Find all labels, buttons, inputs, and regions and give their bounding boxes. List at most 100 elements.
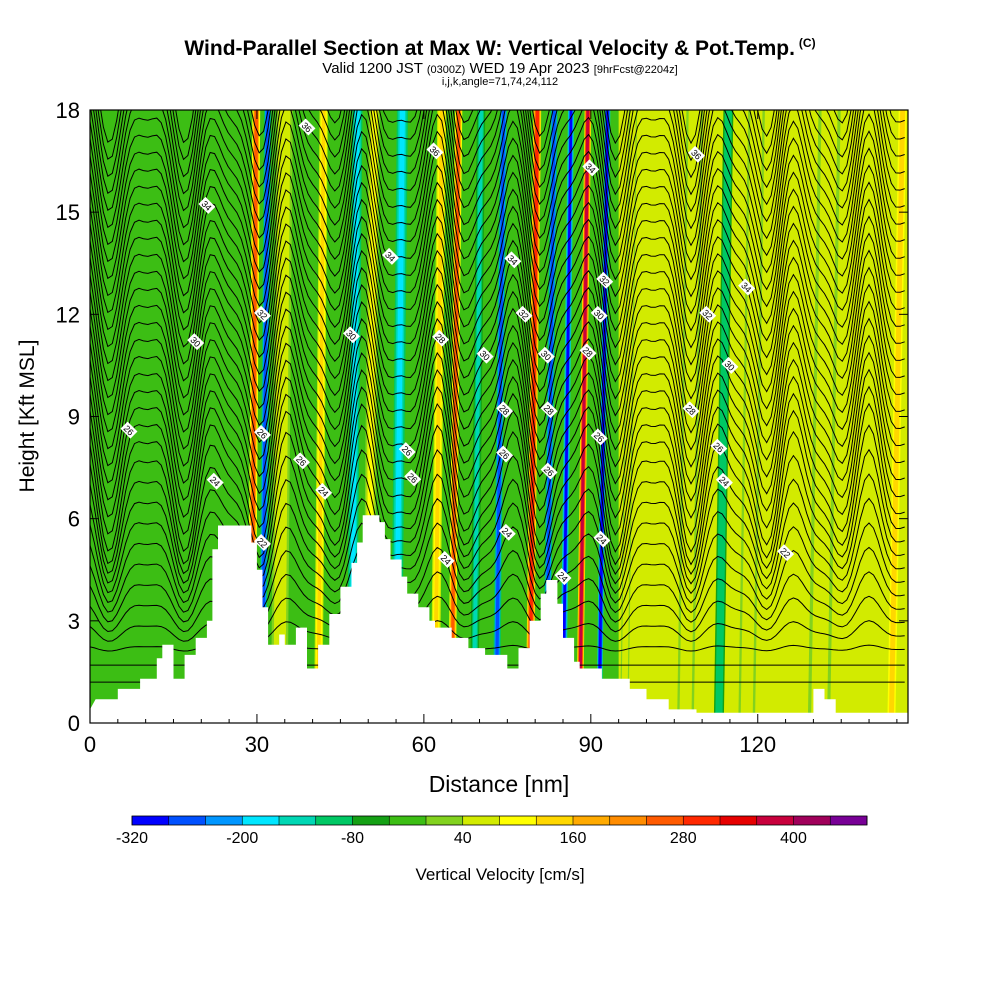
y-tick-label: 15	[56, 200, 80, 225]
contour-label-box	[298, 118, 316, 136]
colorbar-tick-label: 40	[454, 830, 472, 847]
vv-band-8-2	[450, 110, 461, 723]
colorbar-segment-19	[830, 816, 868, 825]
theta-contour-34	[95, 110, 905, 179]
theta-contour-15	[90, 351, 905, 502]
subtitle-valid: Valid 1200 JST	[322, 60, 423, 77]
contour-label-box	[710, 438, 728, 456]
y-tick-label: 18	[56, 98, 80, 123]
colorbar-segment-12	[573, 816, 611, 825]
x-tick-label: 0	[84, 732, 96, 757]
vv-band-20-2	[815, 110, 833, 723]
colorbar-label: Vertical Velocity [cm/s]	[415, 865, 584, 884]
x-tick-label: 60	[412, 732, 436, 757]
colorbar-segment-15	[683, 816, 721, 825]
theta-contour-17	[90, 317, 905, 468]
colorbar: -320 -200 -80 40 160 280 400	[116, 815, 868, 847]
axes: 0 30 60 90 120 0 3 6 9 12 15 18	[56, 98, 908, 757]
theta-contour-13	[90, 385, 905, 536]
contour-label-box	[554, 568, 572, 586]
y-tick-label: 12	[56, 302, 80, 327]
contour-label-box	[582, 159, 600, 177]
colorbar-tick-label: -80	[341, 830, 364, 847]
colorbar-segment-5	[315, 816, 353, 825]
contour-label-box	[579, 343, 597, 361]
theta-contour-29	[90, 113, 905, 264]
vv-band-2-2	[275, 110, 288, 723]
contour-label-box	[537, 346, 555, 364]
theta-contour-23	[90, 215, 905, 366]
y-tick-label: 9	[68, 405, 80, 430]
theta-contour-24	[90, 198, 905, 349]
contour-label-box	[206, 472, 224, 490]
chart-title-tag: (C)	[798, 36, 816, 50]
x-tick-label: 90	[579, 732, 603, 757]
contour-label-box	[432, 329, 450, 347]
contour-label-box	[688, 145, 705, 163]
vv-band-7-2	[433, 110, 444, 723]
contour-label-box	[437, 551, 455, 568]
contour-label-box	[699, 305, 717, 323]
colorbar-segment-14	[646, 816, 684, 825]
colorbar-tick-label: -320	[116, 830, 148, 847]
contour-label-box	[187, 333, 205, 351]
vv-band-10-2	[494, 110, 506, 723]
y-tick-label: 0	[68, 711, 80, 736]
theta-contour-20	[90, 266, 905, 417]
y-tick-label: 6	[68, 507, 80, 532]
colorbar-segment-1	[168, 816, 206, 825]
colorbar-segment-10	[499, 816, 537, 825]
contour-label-box	[515, 305, 533, 323]
theta-contour-30	[90, 110, 905, 247]
contour-label-box	[498, 523, 516, 541]
y-tick-label: 3	[68, 609, 80, 634]
colorbar-tick-label: 280	[670, 830, 697, 847]
theta-contour-35	[97, 110, 905, 162]
theta-contour-12	[90, 402, 905, 553]
colorbar-segment-3	[242, 816, 280, 825]
x-tick-label: 120	[739, 732, 776, 757]
colorbar-tick-label: 400	[780, 830, 807, 847]
colorbar-segment-11	[536, 816, 574, 825]
contour-label-box	[721, 356, 739, 374]
contour-label-box	[315, 482, 333, 500]
contour-label-box	[590, 305, 608, 323]
vv-band-15-2	[597, 110, 609, 723]
colorbar-segment-16	[720, 816, 758, 825]
chart-title-text: Wind-Parallel Section at Max W: Vertical…	[184, 37, 795, 60]
x-tick-label: 30	[245, 732, 269, 757]
contour-label-box	[404, 469, 422, 487]
theta-contour-28	[90, 130, 905, 281]
contour-label-box	[593, 530, 611, 548]
contour-label-box	[254, 305, 271, 323]
contour-label-box	[738, 278, 756, 296]
vv-band-1-2	[260, 110, 270, 723]
theta-contour-14	[90, 368, 905, 519]
contour-label-box	[476, 346, 494, 364]
contour-label-box	[293, 452, 310, 470]
contour-label-box	[426, 142, 444, 160]
theta-contour-32	[90, 110, 905, 213]
contour-label-box	[254, 425, 271, 442]
y-axis-label: Height [Kft MSL]	[16, 340, 39, 493]
vv-band-3-2	[316, 110, 326, 723]
contour-label-box	[382, 247, 399, 265]
colorbar-tick-label: -200	[226, 830, 258, 847]
theta-contour-31	[90, 110, 905, 230]
colorbar-segment-9	[462, 816, 500, 825]
colorbar-segment-13	[609, 816, 647, 825]
contour-label-box	[504, 251, 522, 269]
x-axis-label: Distance [nm]	[429, 771, 570, 797]
colorbar-segment-0	[132, 816, 170, 825]
theta-contour-9	[90, 473, 905, 585]
colorbar-segment-7	[389, 816, 427, 825]
vv-band-19-2	[743, 110, 760, 723]
contour-label-box	[198, 196, 216, 214]
contour-label-box	[120, 421, 138, 439]
contour-label-box	[777, 544, 795, 562]
contour-label-box	[682, 401, 700, 419]
theta-contour-18	[90, 300, 905, 451]
contour-label-box	[596, 271, 614, 289]
contour-label-box	[590, 428, 608, 446]
